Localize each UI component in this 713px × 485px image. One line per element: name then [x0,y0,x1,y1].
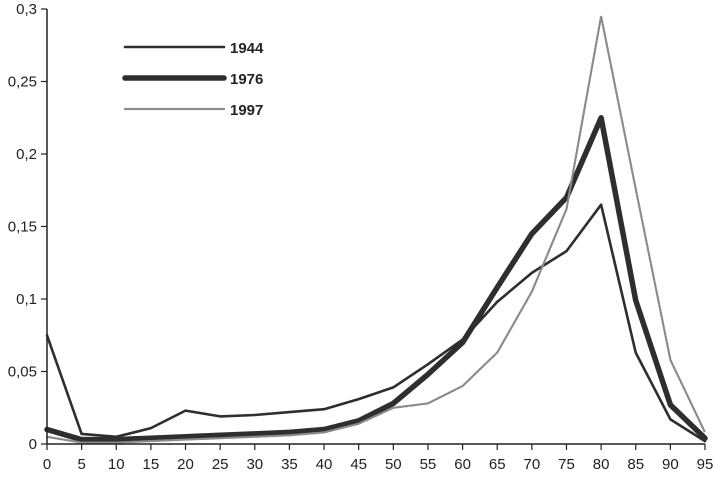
legend-label-1976: 1976 [230,71,263,88]
x-tick-label: 50 [385,456,402,473]
series-line-1976 [44,115,708,443]
y-tick-label: 0,05 [8,364,37,381]
x-tick-label: 30 [246,456,263,473]
y-axis: 0 0,05 0,1 0,15 0,2 0,25 0,3 [8,1,48,453]
x-tick-label: 95 [697,456,713,473]
x-tick-label: 0 [43,456,51,473]
legend-label-1944: 1944 [230,40,264,57]
plot-area [44,15,708,444]
y-tick-label: 0,2 [16,146,37,163]
y-tick-label: 0 [29,436,37,453]
x-tick-label: 40 [316,456,333,473]
y-tick-label: 0,1 [16,291,37,308]
x-tick-label: 65 [489,456,506,473]
x-tick-label: 75 [558,456,575,473]
x-tick-label: 15 [143,456,160,473]
x-tick-label: 5 [77,456,85,473]
y-tick-label: 0,25 [8,74,37,91]
y-tick-label: 0,3 [16,1,37,18]
x-tick-label: 85 [627,456,644,473]
y-tick-label: 0,15 [8,219,37,236]
x-tick-label: 90 [662,456,679,473]
x-tick-label: 20 [177,456,194,473]
x-tick-label: 25 [212,456,229,473]
x-tick-label: 55 [420,456,437,473]
x-axis: 0 5 10 15 20 25 30 35 40 45 50 55 60 65 70 75 80 85 90 95 [43,443,713,473]
x-tick-label: 80 [593,456,610,473]
x-tick-label: 35 [281,456,298,473]
x-tick-label: 10 [108,456,125,473]
legend-label-1997: 1997 [230,102,263,119]
legend: 1944 1976 1997 [122,40,264,119]
x-tick-label: 45 [350,456,367,473]
series-line-1944 [45,203,707,443]
x-tick-label: 70 [523,456,540,473]
x-tick-label: 60 [454,456,471,473]
series-line-1997 [45,15,707,444]
